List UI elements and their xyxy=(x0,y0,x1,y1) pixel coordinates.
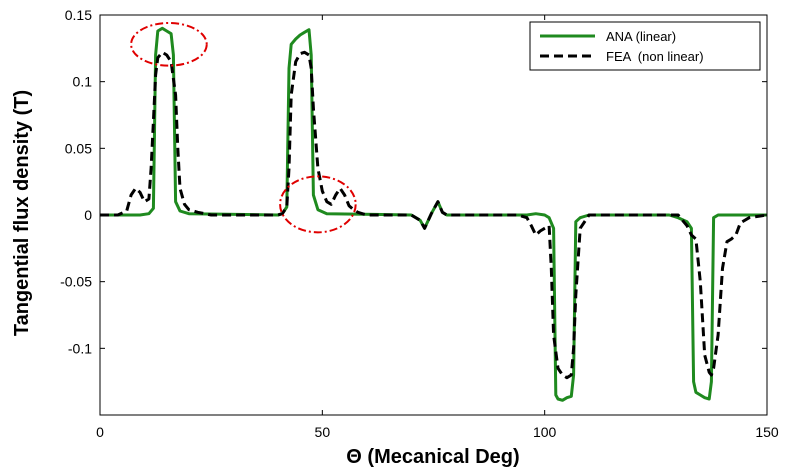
series-line-ana xyxy=(100,26,767,402)
y-axis-title: Tangential flux density (T) xyxy=(11,90,33,336)
legend: ANA (linear) FEA (non linear) xyxy=(529,21,761,71)
x-tick-label: 100 xyxy=(533,424,557,440)
y-tick-label: 0.15 xyxy=(65,7,92,23)
y-tick-label: -0.05 xyxy=(60,274,92,290)
annotation-layer xyxy=(130,21,357,234)
highlight-ellipse-2 xyxy=(279,175,357,234)
y-tick-label: 0.05 xyxy=(65,140,92,156)
y-tick-label: 0 xyxy=(84,207,92,223)
legend-box xyxy=(529,21,761,71)
x-tick-label: 0 xyxy=(96,424,104,440)
y-tick-label: -0.1 xyxy=(68,340,92,356)
y-tick-label: 0.1 xyxy=(73,74,93,90)
series-line-fea xyxy=(100,50,768,380)
x-axis-title: Θ (Mecanical Deg) xyxy=(346,446,519,468)
x-tick-label: 150 xyxy=(755,424,779,440)
highlight-ellipse-1 xyxy=(130,21,208,67)
series-layer xyxy=(100,26,768,402)
y-axis: 0.15 0.1 0.05 0 -0.05 -0.1 xyxy=(60,7,767,356)
x-axis: 0 50 100 150 xyxy=(96,15,779,440)
x-tick-label: 50 xyxy=(315,424,331,440)
legend-label-fea: FEA (non linear) xyxy=(606,49,704,64)
legend-label-ana: ANA (linear) xyxy=(606,29,676,44)
